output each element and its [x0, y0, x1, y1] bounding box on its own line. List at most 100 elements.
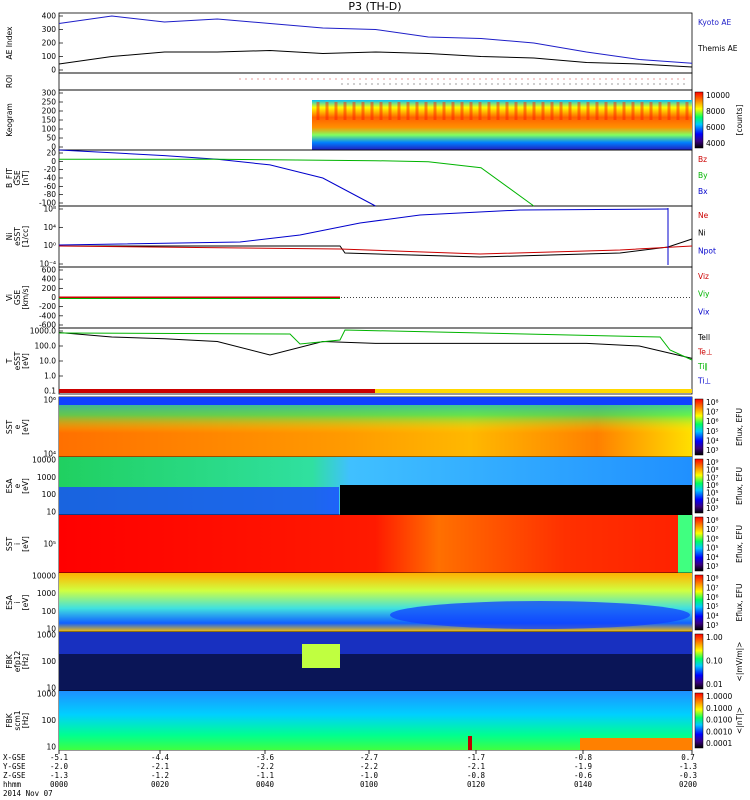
roi-dot	[647, 83, 649, 85]
roi-dot	[293, 78, 295, 80]
bottom-value: -0.8	[467, 771, 486, 780]
colorbar-tick: 10⁴	[706, 436, 719, 445]
roi-dot	[515, 78, 517, 80]
y-tick-label: 200	[42, 284, 57, 293]
colorbar-tick: 0.1000	[706, 704, 732, 713]
roi-dot	[665, 78, 667, 80]
colorbar-tick: 10⁷	[706, 525, 719, 534]
panel-ylabel: [eV]	[21, 595, 30, 611]
panel-ylabel: i	[13, 601, 22, 603]
bottom-value: -4.4	[151, 753, 170, 762]
y-tick-label: -400	[39, 311, 56, 320]
figure-title: P3 (TH-D)	[348, 0, 401, 13]
roi-dot	[605, 83, 607, 85]
y-tick-label: -40	[44, 174, 56, 183]
panel-ylabel: [Hz]	[21, 713, 30, 729]
roi-dot	[617, 83, 619, 85]
esa-i-blue-core	[390, 601, 690, 629]
roi-dot	[425, 78, 427, 80]
colorbar-tick: 10⁴	[706, 553, 719, 562]
roi-dot	[623, 83, 625, 85]
colorbar-tick: 10⁵	[706, 427, 719, 436]
panel-ae: AE Index 400 300 200 100 0 Kyoto AE Themis AE	[5, 12, 738, 75]
roi-dot	[515, 83, 517, 85]
colorbar	[694, 458, 704, 514]
colorbar-unit: Eflux, EFU	[735, 525, 744, 563]
roi-dot	[461, 83, 463, 85]
roi-dot	[443, 78, 445, 80]
roi-dot	[389, 78, 391, 80]
roi-dot	[593, 78, 595, 80]
roi-dot	[413, 83, 415, 85]
colorbar-tick: 10³	[706, 446, 719, 455]
panel-ylabel: AE Index	[5, 26, 14, 59]
roi-dot	[599, 83, 601, 85]
roi-dot	[437, 78, 439, 80]
y-tick-label: 10.0	[39, 357, 56, 366]
y-tick-label: 20	[46, 149, 56, 158]
bottom-value: -1.7	[467, 753, 485, 762]
bottom-value: -2.0	[50, 762, 69, 771]
roi-dot	[521, 78, 523, 80]
roi-dot	[353, 83, 355, 85]
roi-dot	[581, 83, 583, 85]
roi-dot	[425, 83, 427, 85]
roi-dot	[377, 83, 379, 85]
roi-dot	[551, 78, 553, 80]
roi-dot	[431, 78, 433, 80]
y-tick-label: 250	[42, 98, 57, 107]
panel-ylabel: GSE	[13, 170, 22, 186]
colorbar-tick: 10000	[706, 91, 730, 100]
y-tick-label: 100	[42, 716, 57, 725]
roi-dot	[629, 78, 631, 80]
roi-dot	[683, 78, 685, 80]
panel-frame	[58, 12, 693, 74]
colorbar-tick: 0.0001	[706, 739, 732, 748]
colorbar-unit: Eflux, EFU	[735, 467, 744, 505]
roi-dot	[281, 78, 283, 80]
y-tick-label: 1000	[37, 631, 56, 640]
panel-roi: ROI	[5, 72, 693, 91]
colorbar-tick: 10⁵	[706, 602, 719, 611]
roi-dot	[437, 83, 439, 85]
y-tick-label: 10⁸	[43, 205, 56, 214]
roi-dot	[497, 83, 499, 85]
legend-entry: Te⊥	[697, 348, 712, 357]
roi-dot	[347, 78, 349, 80]
roi-dot	[491, 78, 493, 80]
panel-bfield: B_FIT GSE [nT] 200-20-40-60-80-100 Bz By Bx	[5, 149, 708, 208]
roi-dot	[407, 78, 409, 80]
panel-ylabel: e	[13, 483, 22, 488]
colorbar	[694, 91, 704, 149]
panel-ylabel: [eV]	[21, 478, 30, 494]
roi-dot	[401, 83, 403, 85]
y-tick-label: 10000	[32, 456, 56, 465]
y-tick-label: 100	[42, 657, 57, 666]
y-tick-label: 200	[42, 39, 57, 48]
colorbar-tick: 10⁶	[706, 481, 719, 490]
roi-dot	[533, 83, 535, 85]
colorbar-unit: Eflux, EFU	[735, 408, 744, 446]
colorbar-tick: 10⁴	[706, 496, 719, 505]
roi-dot	[479, 78, 481, 80]
roi-dot	[641, 83, 643, 85]
roi-dot	[449, 83, 451, 85]
legend-entry: Ti⊥	[697, 377, 711, 386]
colorbar-tick: 1.00	[706, 633, 723, 642]
bottom-value: -2.1	[467, 762, 485, 771]
y-tick-label: 0	[51, 143, 56, 152]
bottom-value: -2.2	[360, 762, 378, 771]
roi-dot	[605, 78, 607, 80]
colorbar-tick: 10⁵	[706, 544, 719, 553]
roi-dot	[299, 78, 301, 80]
colorbar-tick: 0.10	[706, 657, 723, 666]
y-tick-label: 10⁶	[43, 396, 56, 405]
panel-ylabel: e	[13, 424, 22, 429]
roi-dot	[257, 78, 259, 80]
roi-dot	[533, 78, 535, 80]
colorbar-tick: 10⁶	[706, 417, 719, 426]
panel-ylabel: i	[13, 543, 22, 545]
series-line-ne	[58, 245, 693, 255]
